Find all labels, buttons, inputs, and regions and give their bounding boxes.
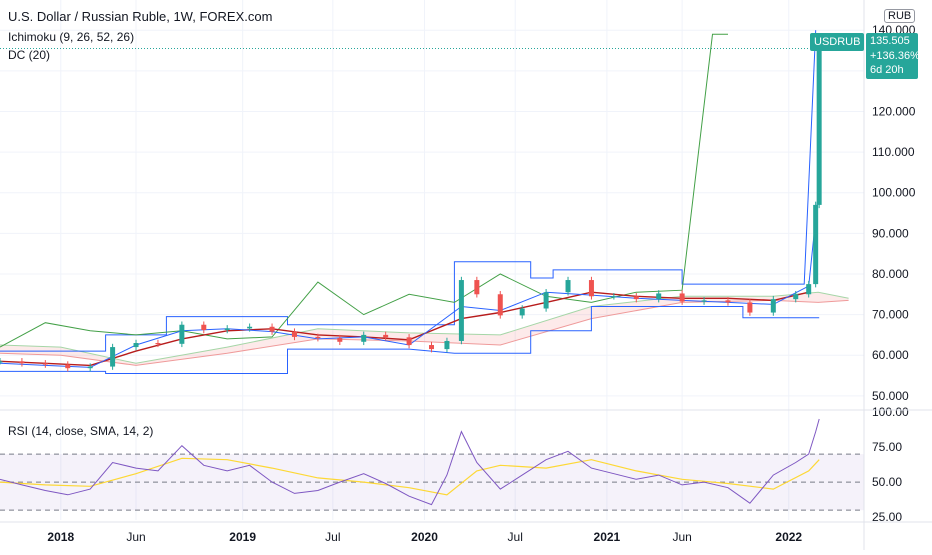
- candle-body: [770, 299, 776, 313]
- candle-body: [633, 296, 639, 300]
- candle-body: [474, 280, 480, 295]
- rsi-ma-line: [0, 457, 820, 496]
- y-tick-label: 100.000: [872, 186, 916, 200]
- series-lines: [0, 30, 864, 506]
- rsi-line: [0, 418, 820, 506]
- symbol-tag: USDRUB: [810, 33, 865, 51]
- rsi-tick-label: 25.00: [872, 510, 902, 524]
- y-tick-label: 120.000: [872, 104, 916, 118]
- candle-body: [42, 363, 48, 365]
- candle-body: [806, 284, 812, 295]
- candle-body: [87, 366, 93, 369]
- y-tick-label: 110.000: [872, 145, 915, 159]
- last-price: 135.505: [870, 35, 910, 47]
- candle-body: [247, 326, 253, 329]
- chart-title: U.S. Dollar / Russian Ruble, 1W, FOREX.c…: [8, 9, 273, 24]
- currency-badge[interactable]: RUB: [884, 9, 916, 23]
- candle-body: [543, 292, 549, 309]
- candle-body: [291, 331, 297, 337]
- rsi-tick-label: 100.00: [872, 405, 909, 419]
- candle-body: [361, 334, 367, 342]
- candle-body: [337, 338, 343, 342]
- candle-body: [406, 337, 412, 346]
- candle-body: [133, 343, 139, 348]
- x-tick-label: Jun: [126, 530, 145, 544]
- rsi-tick-label: 75.00: [872, 440, 902, 454]
- candle-body: [813, 204, 819, 285]
- candle-body: [65, 364, 71, 369]
- candle-body: [458, 280, 464, 341]
- indicator-legend-donchian[interactable]: DC (20): [8, 48, 51, 62]
- candle-body: [816, 48, 822, 205]
- y-tick-label: 70.000: [872, 308, 909, 322]
- candle-body: [383, 334, 389, 338]
- candle-body: [679, 293, 685, 302]
- candle-body: [701, 300, 707, 302]
- tenkan-sen-line: [0, 184, 820, 368]
- y-tick-label: 80.000: [872, 267, 909, 281]
- rsi-legend[interactable]: RSI (14, close, SMA, 14, 2): [8, 424, 154, 438]
- y-tick-label: 90.000: [872, 226, 909, 240]
- x-tick-label: Jun: [672, 530, 691, 544]
- candle-body: [444, 340, 450, 350]
- grid-lines: [0, 0, 864, 520]
- x-tick-label: 2021: [594, 530, 621, 544]
- candle-body: [269, 326, 275, 332]
- candle-body: [519, 308, 525, 316]
- x-tick-label: Jul: [508, 530, 523, 544]
- candle-body: [155, 343, 161, 345]
- x-tick-label: 2019: [229, 530, 256, 544]
- candle-body: [315, 336, 321, 339]
- candle-body: [747, 302, 753, 313]
- candle-body: [224, 328, 230, 331]
- candle-body: [179, 324, 185, 344]
- candle-body: [110, 347, 116, 367]
- y-tick-label: 60.000: [872, 348, 909, 362]
- candle-body: [588, 280, 594, 297]
- x-tick-label: 2018: [47, 530, 74, 544]
- candle-body: [793, 294, 799, 300]
- rsi-tick-label: 50.00: [872, 475, 902, 489]
- y-tick-label: 50.000: [872, 389, 909, 403]
- candle-body: [565, 280, 571, 293]
- candle-body: [497, 294, 503, 316]
- donchian-lower-line: [0, 306, 820, 374]
- kijun-sen-line: [0, 291, 809, 367]
- candle-body: [611, 296, 617, 298]
- candle-body: [19, 361, 25, 364]
- bar-countdown: 6d 20h: [870, 64, 904, 76]
- price-change: +136.36%: [870, 49, 920, 62]
- chikou-span-line: [0, 33, 728, 348]
- candle-body: [201, 324, 207, 331]
- last-price-tag: 135.505 +136.36% 6d 20h: [866, 33, 920, 79]
- candle-body: [725, 300, 731, 303]
- indicator-legend-ichimoku[interactable]: Ichimoku (9, 26, 52, 26): [8, 30, 135, 44]
- candle-body: [429, 345, 435, 350]
- x-tick-label: 2020: [411, 530, 438, 544]
- donchian-upper-line: [0, 30, 817, 352]
- candles: [0, 45, 822, 372]
- rsi-band: [0, 453, 864, 511]
- candle-body: [0, 361, 3, 363]
- x-tick-label: Jul: [325, 530, 340, 544]
- candle-body: [656, 293, 662, 300]
- x-tick-label: 2022: [775, 530, 802, 544]
- senkou-span-a: [0, 291, 849, 364]
